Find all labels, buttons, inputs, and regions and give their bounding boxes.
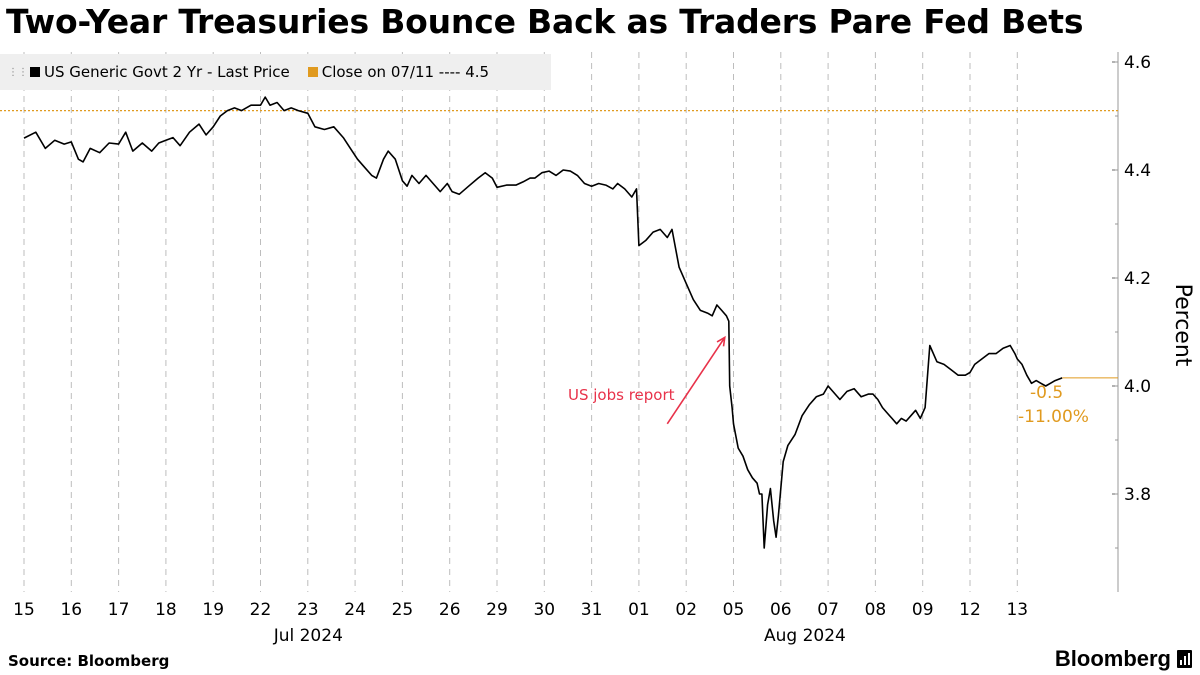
- last-value-change: -0.5: [1030, 383, 1063, 403]
- x-tick-label: 30: [533, 600, 555, 620]
- x-month-label: Aug 2024: [764, 626, 846, 646]
- legend-swatch-black: [30, 67, 40, 77]
- source-note: Source: Bloomberg: [8, 652, 170, 670]
- legend-label-series: US Generic Govt 2 Yr - Last Price: [44, 63, 290, 81]
- x-tick-label: 18: [155, 600, 177, 620]
- y-tick-label: 4.6: [1124, 53, 1151, 73]
- legend-grip-icon[interactable]: ⋮⋮: [8, 66, 28, 78]
- annotation-arrow-head: [716, 335, 726, 347]
- x-tick-label: 23: [297, 600, 319, 620]
- annotation-us-jobs-report: US jobs report: [568, 386, 675, 404]
- last-value-pct: -11.00%: [1018, 407, 1089, 427]
- x-tick-label: 29: [486, 600, 508, 620]
- x-tick-label: 12: [959, 600, 981, 620]
- x-tick-label: 06: [770, 600, 792, 620]
- bloomberg-logo-icon: [1177, 650, 1192, 668]
- legend-item-reference[interactable]: Close on 07/11 ---- 4.5: [307, 63, 490, 81]
- x-tick-label: 13: [1006, 600, 1028, 620]
- x-tick-label: 31: [581, 600, 603, 620]
- x-tick-label: 07: [817, 600, 839, 620]
- x-tick-label: 08: [865, 600, 887, 620]
- brand-text: Bloomberg: [1054, 646, 1171, 671]
- chart-title: Two-Year Treasuries Bounce Back as Trade…: [6, 2, 1084, 41]
- x-tick-label: 01: [628, 600, 650, 620]
- x-tick-label: 24: [344, 600, 366, 620]
- bloomberg-logo: Bloomberg: [1055, 646, 1192, 672]
- y-tick-label: 4.0: [1124, 377, 1151, 397]
- x-tick-label: 02: [675, 600, 697, 620]
- x-month-label: Jul 2024: [273, 626, 343, 646]
- y-axis-label: Percent: [1170, 284, 1195, 367]
- legend-label-reference: Close on 07/11 ---- 4.5: [321, 63, 490, 81]
- annotation-arrow-line: [666, 336, 726, 425]
- x-tick-label: 26: [439, 600, 461, 620]
- x-tick-label: 16: [60, 600, 82, 620]
- y-tick-label: 4.2: [1124, 269, 1151, 289]
- x-tick-label: 19: [202, 600, 224, 620]
- legend-swatch-orange: [307, 67, 318, 77]
- chart-legend: ⋮⋮ US Generic Govt 2 Yr - Last Price Clo…: [0, 54, 551, 90]
- y-tick-label: 3.8: [1124, 485, 1151, 505]
- y-tick-label: 4.4: [1124, 161, 1151, 181]
- x-tick-label: 22: [250, 600, 272, 620]
- x-tick-label: 09: [912, 600, 934, 620]
- x-tick-label: 17: [108, 600, 130, 620]
- x-tick-label: 15: [13, 600, 35, 620]
- legend-item-series[interactable]: US Generic Govt 2 Yr - Last Price: [30, 63, 290, 81]
- x-tick-label: 25: [392, 600, 414, 620]
- series-line-2yr-yield: [23, 96, 1063, 549]
- x-tick-label: 05: [723, 600, 745, 620]
